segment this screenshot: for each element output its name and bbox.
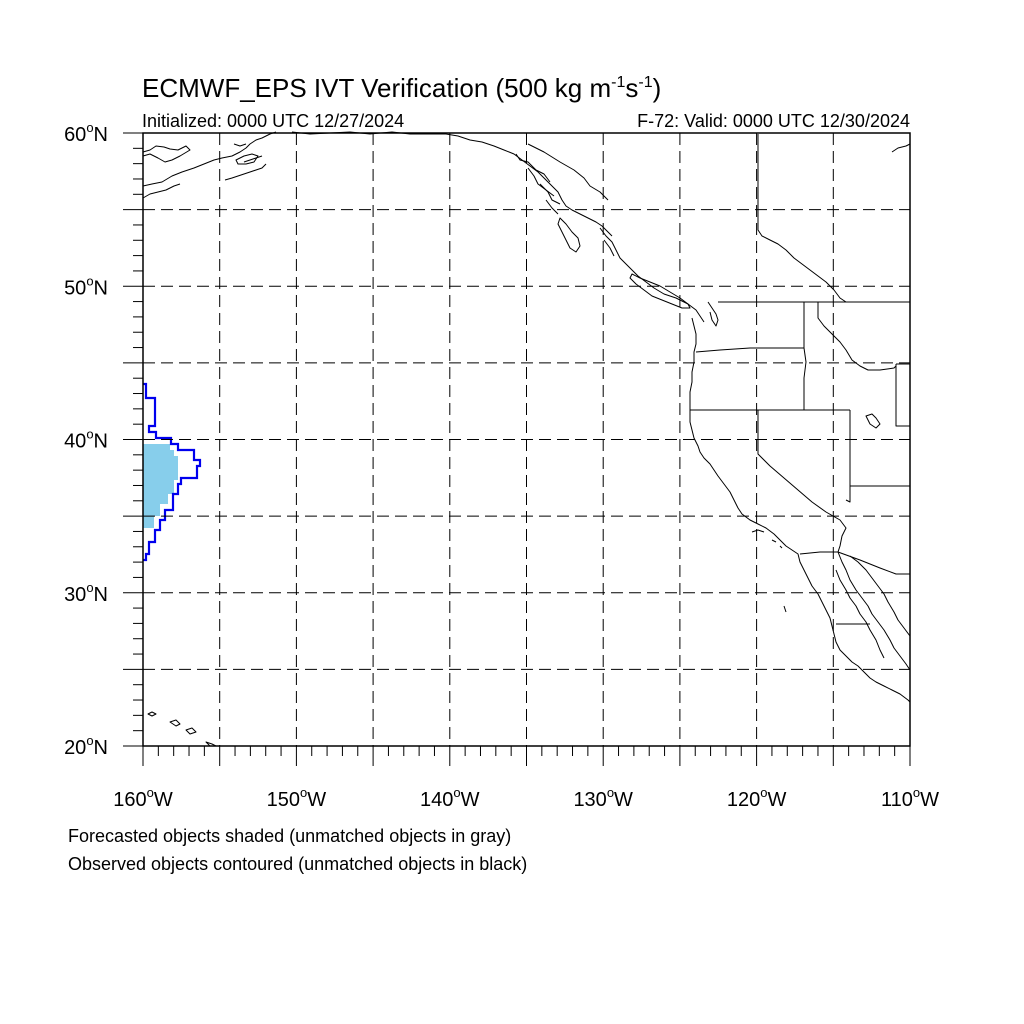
latitude-label: 30oN xyxy=(64,580,108,606)
initialized-label: Initialized: 0000 UTC 12/27/2024 xyxy=(142,111,404,131)
axis-ticks xyxy=(123,132,911,766)
haida-gwaii xyxy=(557,217,581,253)
vancouver-island xyxy=(629,273,691,309)
gulf-of-california-coast xyxy=(837,551,911,671)
latitude-label: 60oN xyxy=(64,120,108,146)
latitude-label: 40oN xyxy=(64,427,108,453)
great-salt-lake xyxy=(865,413,881,429)
kodiak-island xyxy=(235,153,259,165)
border-alaska-bc xyxy=(527,143,609,201)
latitude-labels: 60oN 50oN 40oN 30oN 20oN xyxy=(64,120,108,759)
forecast-object xyxy=(143,444,178,528)
border-idaho-west xyxy=(803,302,807,410)
border-california-nevada xyxy=(757,410,847,553)
longitude-label: 130oW xyxy=(573,785,633,811)
border-washington-oregon xyxy=(695,347,804,353)
graticule xyxy=(143,133,910,746)
figure-title: ECMWF_EPS IVT Verification (500 kg m-1s-… xyxy=(142,73,661,103)
longitude-label: 140oW xyxy=(420,785,480,811)
coastlines xyxy=(142,131,911,747)
map-panel xyxy=(123,131,911,766)
longitude-labels: 160oW 150oW 140oW 130oW 120oW 110oW xyxy=(113,785,939,811)
observed-object-contour xyxy=(143,382,202,562)
border-bc-alberta xyxy=(757,134,847,303)
note-observed: Observed objects contoured (unmatched ob… xyxy=(68,854,527,874)
longitude-label: 160oW xyxy=(113,785,173,811)
longitude-label: 120oW xyxy=(727,785,787,811)
us-west-coast xyxy=(689,317,911,703)
border-us-mexico xyxy=(799,551,910,575)
alaska-peninsula xyxy=(142,131,277,187)
latitude-label: 20oN xyxy=(64,733,108,759)
valid-label: F-72: Valid: 0000 UTC 12/30/2024 xyxy=(637,111,910,131)
border-nevada-utah xyxy=(845,410,851,503)
border-idaho-montana xyxy=(817,302,897,371)
longitude-label: 110oW xyxy=(881,785,939,811)
hawaii-islands xyxy=(147,711,157,717)
longitude-label: 150oW xyxy=(267,785,327,811)
latitude-label: 50oN xyxy=(64,273,108,299)
alaska-coast xyxy=(142,145,191,163)
border-wyoming xyxy=(895,364,910,427)
forecast-object-shaded xyxy=(143,444,178,528)
gulf-of-alaska-coast xyxy=(291,131,613,237)
note-forecast: Forecasted objects shaded (unmatched obj… xyxy=(68,826,511,846)
